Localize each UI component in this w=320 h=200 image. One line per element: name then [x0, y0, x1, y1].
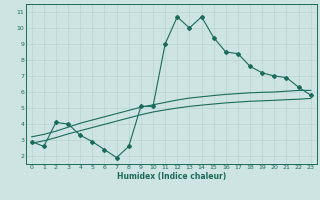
X-axis label: Humidex (Indice chaleur): Humidex (Indice chaleur): [116, 172, 226, 181]
